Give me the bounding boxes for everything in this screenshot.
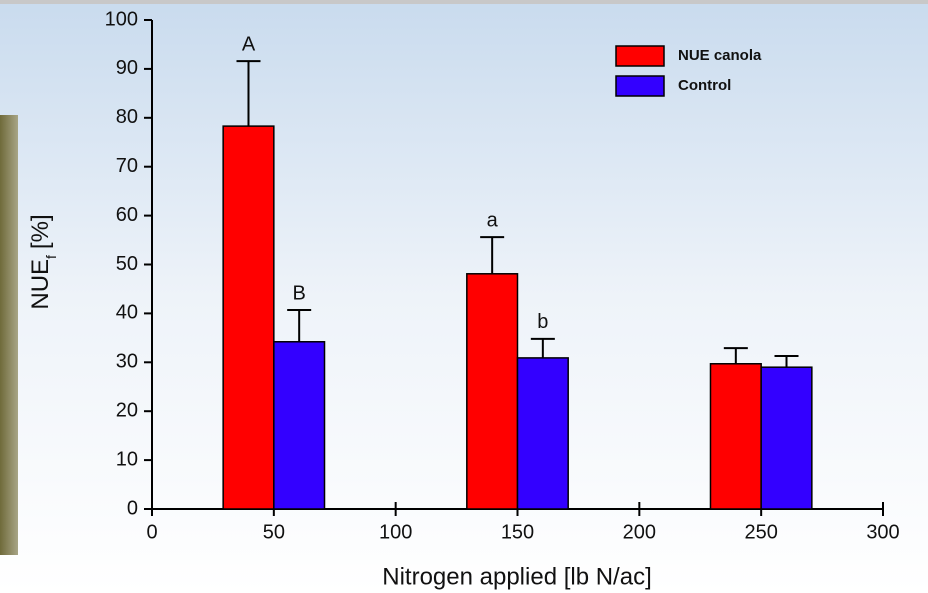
y-tick-label: 40 [116,302,138,324]
x-tick-label: 300 [866,521,899,543]
significance-letter: B [293,282,306,304]
error-bar [530,337,555,358]
y-tick-label: 10 [116,448,138,470]
y-tick-label: 60 [116,204,138,226]
y-tick-label: 80 [116,106,138,128]
photo-strip [0,115,18,555]
bar [466,273,519,510]
x-axis-label: Nitrogen applied [lb N/ac] [382,563,651,590]
bar [516,357,569,510]
y-tick-label: 50 [116,253,138,275]
significance-letter: a [487,209,499,231]
error-bar [774,354,799,368]
significance-letter: b [537,311,548,333]
legend-swatch [615,75,665,97]
error-bar [236,60,261,127]
error-bar [723,347,748,364]
y-tick-label: 0 [127,497,138,519]
error-bar [287,308,312,342]
significance-letter: A [242,33,256,55]
legend-label: Control [678,77,731,94]
bar [222,125,275,510]
bar [709,363,762,510]
bar [760,366,813,510]
y-tick-label: 30 [116,351,138,373]
legend-label: NUE canola [678,47,762,64]
y-axis-label: NUEf[%] [27,214,58,309]
y-tick-label: 70 [116,155,138,177]
x-tick-label: 100 [379,521,412,543]
x-tick-label: 250 [744,521,777,543]
y-tick-label: 90 [116,57,138,79]
y-tick-label: 20 [116,399,138,421]
x-tick-label: 0 [146,521,157,543]
x-tick-label: 50 [263,521,285,543]
y-tick-label: 100 [105,8,138,30]
top-border [0,0,928,4]
x-tick-label: 200 [623,521,656,543]
bar [273,341,326,510]
x-tick-label: 150 [501,521,534,543]
legend-swatch [615,45,665,67]
error-bar [480,236,505,274]
